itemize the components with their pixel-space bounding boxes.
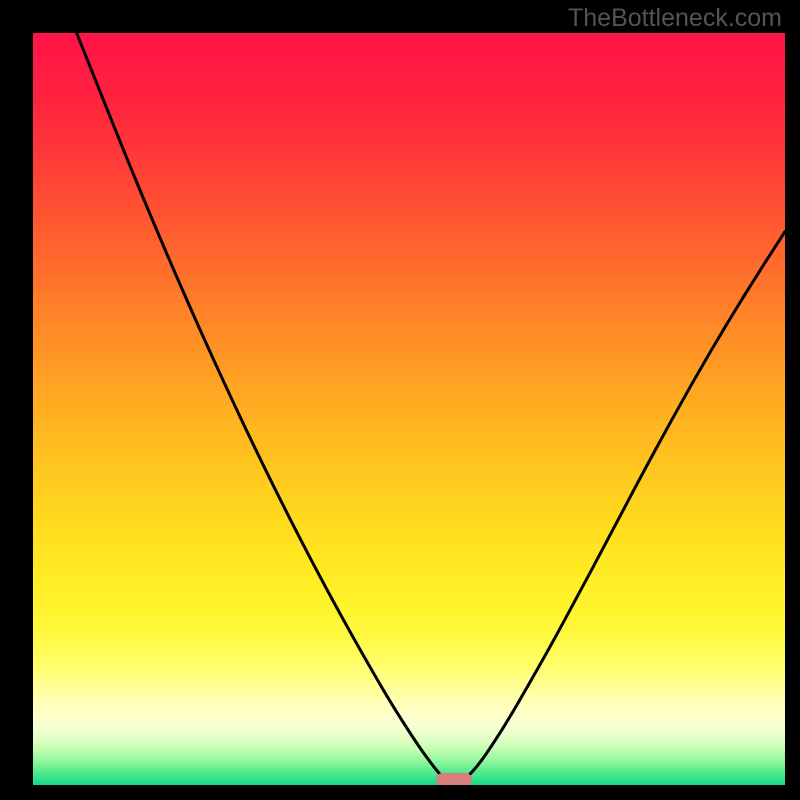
bottleneck-curve: [33, 33, 785, 785]
plot-area: [33, 33, 785, 785]
watermark-text: TheBottleneck.com: [568, 4, 782, 33]
chart-container: TheBottleneck.com: [0, 0, 800, 800]
bottleneck-indicator: [436, 773, 472, 785]
